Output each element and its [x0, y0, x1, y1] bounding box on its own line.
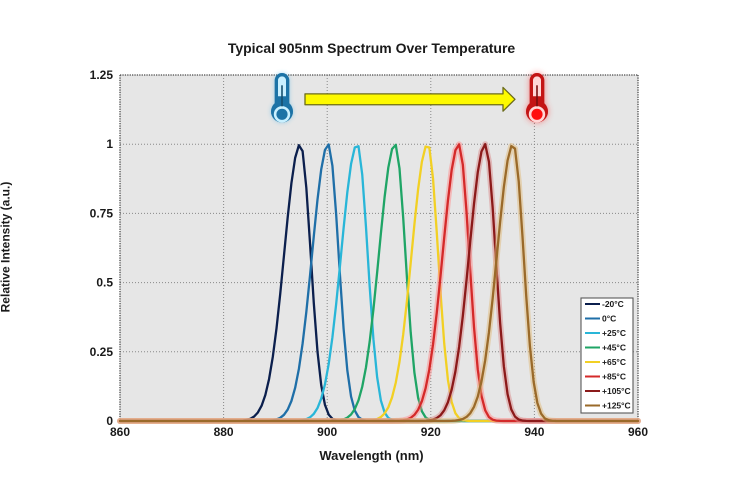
svg-text:960: 960	[628, 425, 648, 439]
svg-text:+45°C: +45°C	[602, 343, 626, 353]
svg-text:920: 920	[421, 425, 441, 439]
svg-text:1.25: 1.25	[90, 68, 114, 82]
svg-text:940: 940	[524, 425, 544, 439]
svg-text:860: 860	[110, 425, 130, 439]
svg-text:+25°C: +25°C	[602, 328, 626, 338]
svg-text:0.25: 0.25	[90, 345, 114, 359]
svg-text:0: 0	[106, 414, 113, 428]
svg-text:+105°C: +105°C	[602, 386, 631, 396]
svg-text:+85°C: +85°C	[602, 372, 626, 382]
svg-text:0.5: 0.5	[96, 276, 113, 290]
svg-text:0°C: 0°C	[602, 314, 616, 324]
svg-text:+125°C: +125°C	[602, 401, 631, 411]
svg-text:1: 1	[106, 137, 113, 151]
svg-text:0.75: 0.75	[90, 206, 114, 220]
svg-text:880: 880	[214, 425, 234, 439]
svg-text:+65°C: +65°C	[602, 357, 626, 367]
svg-text:900: 900	[317, 425, 337, 439]
svg-text:-20°C: -20°C	[602, 299, 624, 309]
